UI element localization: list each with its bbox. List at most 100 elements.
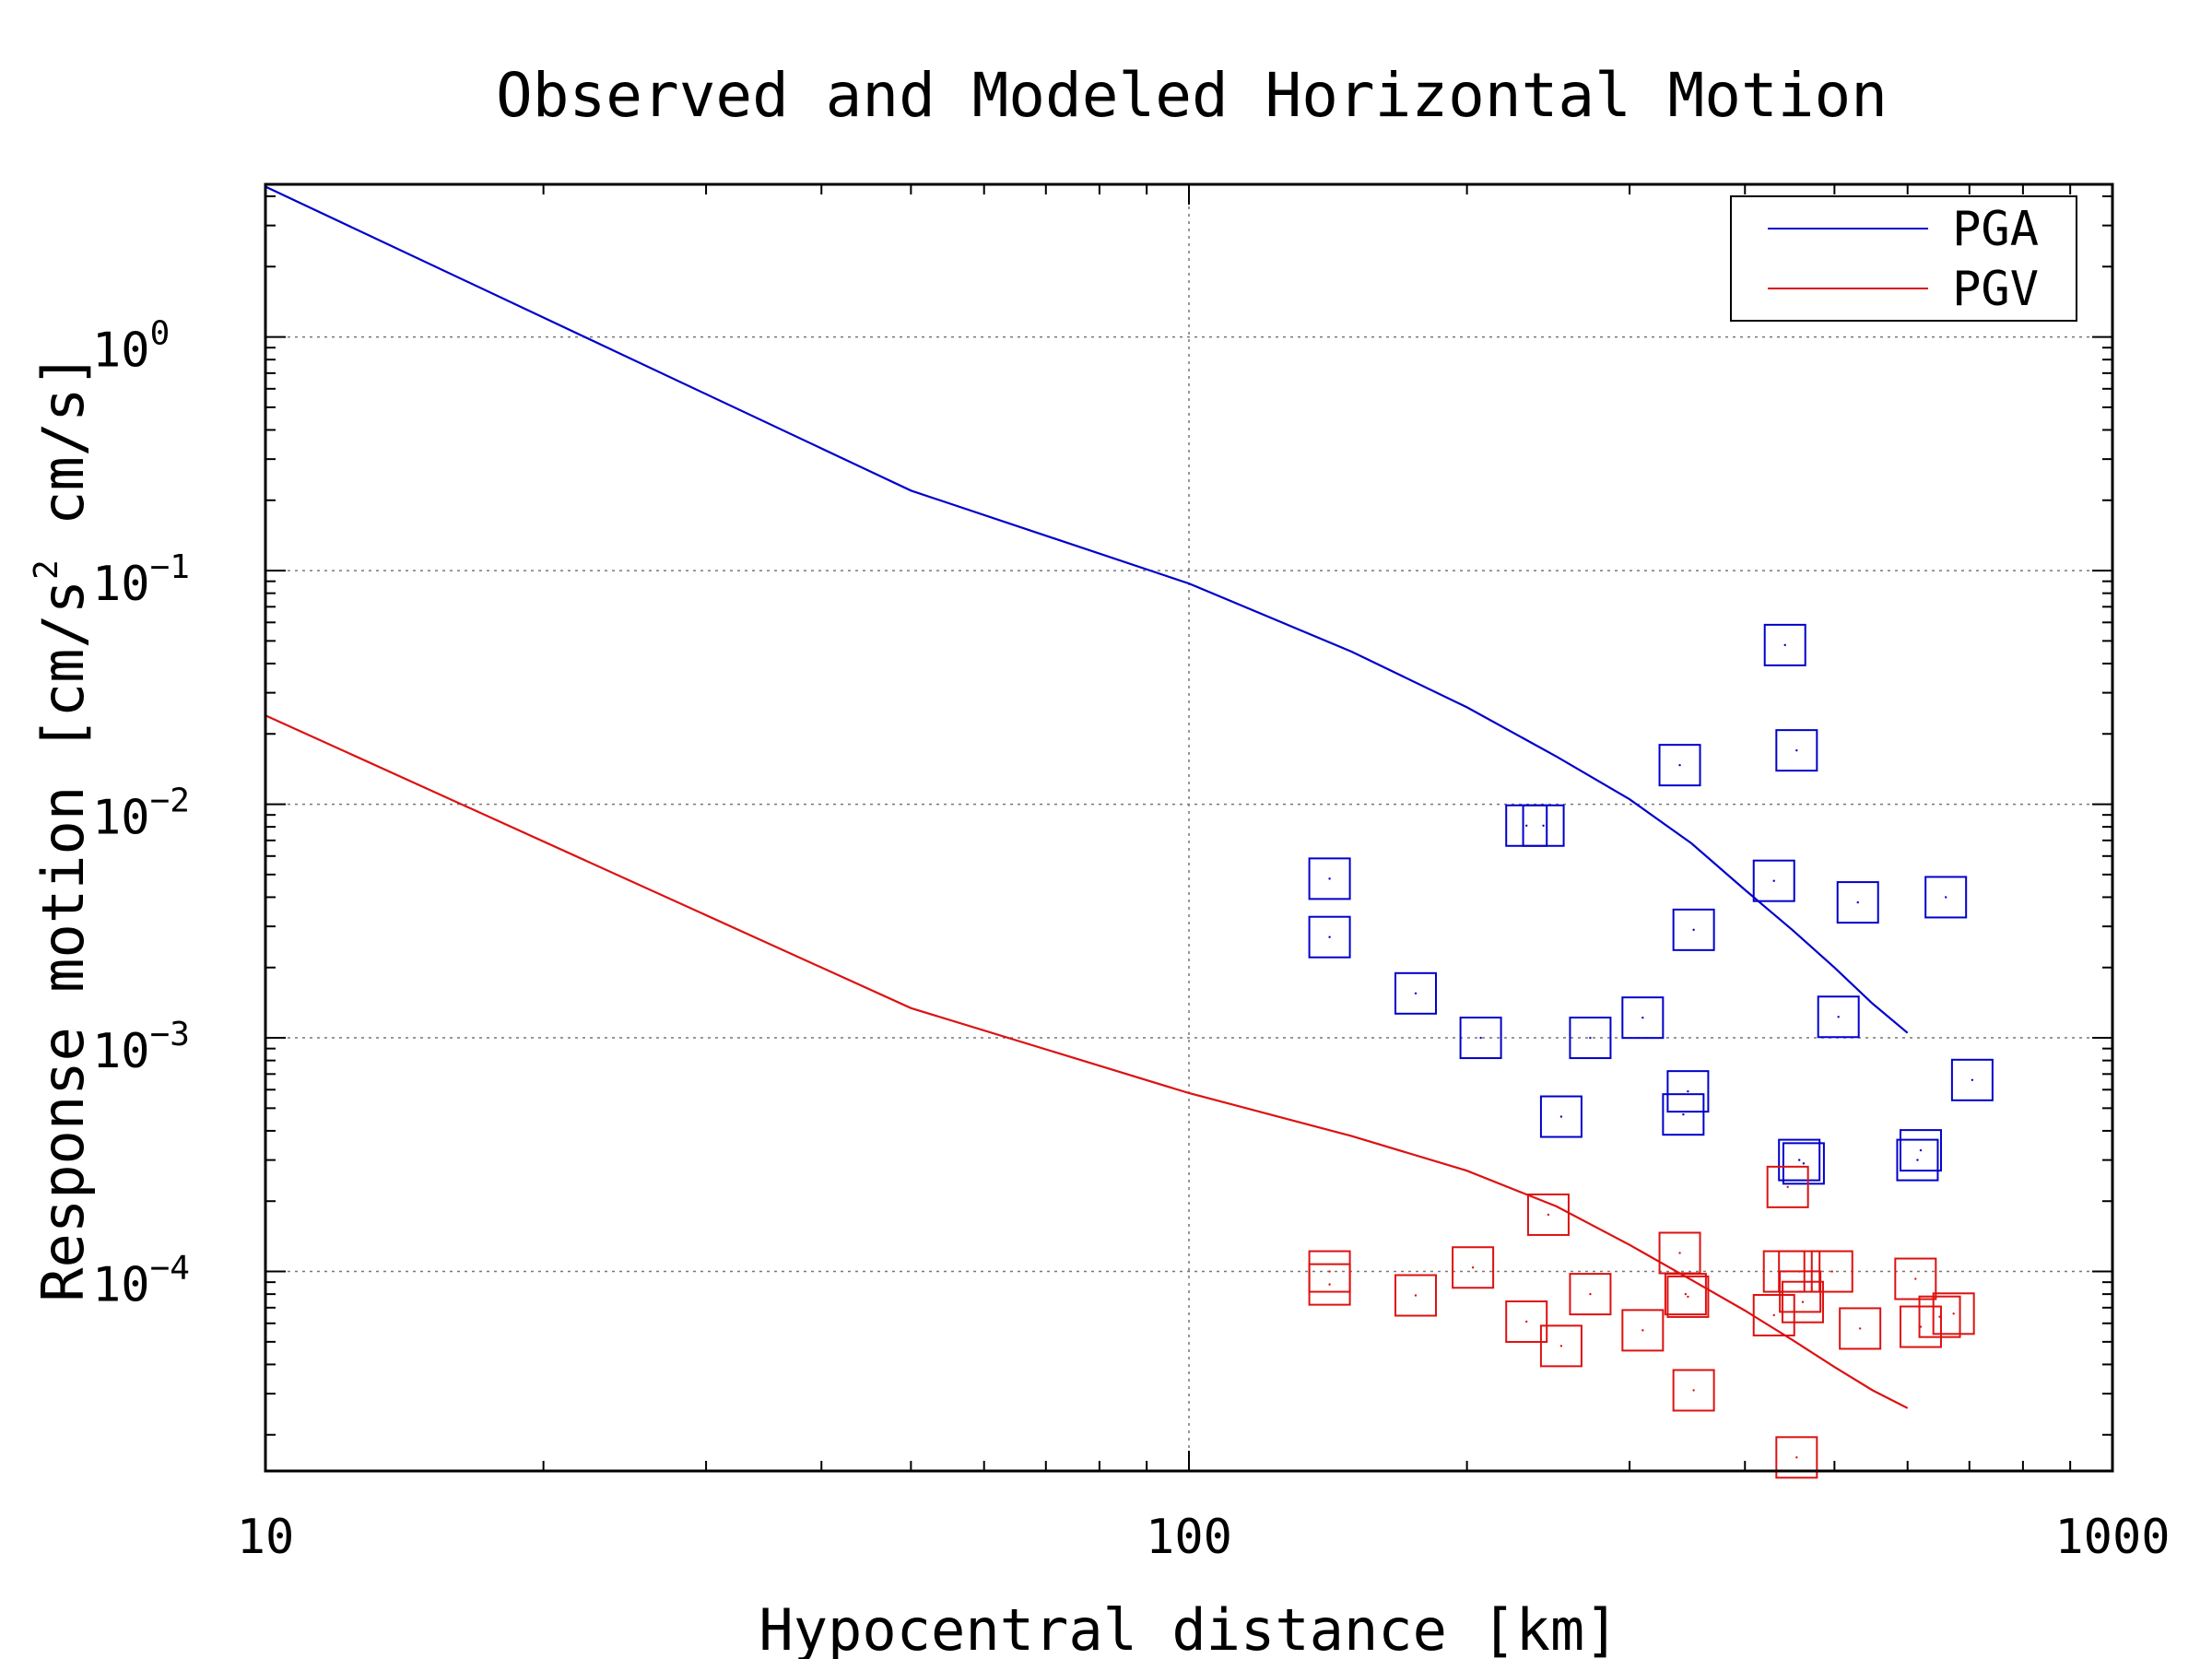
observed-pgv-marker <box>1505 1300 1548 1343</box>
observed-pga-point <box>1916 1159 1919 1161</box>
observed-pga-point <box>1802 1162 1806 1165</box>
observed-pgv-point <box>1952 1312 1955 1315</box>
observed-pgv-point <box>1692 1389 1695 1392</box>
observed-pgv-marker <box>1526 1193 1570 1236</box>
y-tick-base: 10 <box>92 1258 150 1313</box>
y-tick-exponent: −1 <box>150 548 190 586</box>
y-tick-label: 10−4 <box>92 1250 190 1313</box>
observed-pga-marker <box>1924 876 1968 919</box>
y-axis-label: Response motion [cm/s2 cm/s] <box>28 353 97 1302</box>
observed-pga-marker <box>1308 857 1351 900</box>
observed-pga-point <box>1837 1016 1840 1018</box>
y-tick-label: 10−3 <box>92 1016 190 1079</box>
observed-pga-marker <box>1775 729 1818 772</box>
observed-pga-point <box>1944 896 1947 899</box>
observed-pga-point <box>1559 1115 1563 1118</box>
plot-area <box>264 182 2114 1479</box>
observed-pga-marker <box>1763 623 1806 666</box>
observed-pgv-point <box>1471 1266 1475 1269</box>
observed-pga-point <box>1919 1148 1923 1152</box>
observed-pgv-marker <box>1308 1263 1351 1306</box>
observed-pgv-point <box>1678 1252 1681 1254</box>
y-tick-label: 100 <box>92 315 170 379</box>
y-tick-label: 10−1 <box>92 548 190 612</box>
legend-pgv-label: PGV <box>1952 262 2039 317</box>
legend-box <box>1730 195 2077 322</box>
observed-pga-point <box>1772 879 1775 882</box>
observed-pgv-point <box>1589 1292 1592 1296</box>
observed-pgv-point <box>1525 1320 1528 1324</box>
observed-pgv-point <box>1687 1295 1689 1299</box>
observed-pga-marker <box>1308 915 1351 959</box>
observed-pga-marker <box>1778 1138 1821 1182</box>
observed-pga-point <box>1682 1112 1685 1116</box>
observed-pgv-point <box>1641 1329 1644 1332</box>
observed-pga-point <box>1856 900 1859 904</box>
y-axis-label-exponent: 2 <box>28 559 65 580</box>
observed-pga-point <box>1678 763 1681 767</box>
y-tick-base: 10 <box>92 791 150 846</box>
observed-pga-point <box>1525 824 1528 827</box>
observed-pgv-point <box>1801 1300 1805 1303</box>
observed-pgv-marker <box>1752 1293 1795 1336</box>
observed-pga-marker <box>1899 1129 1942 1172</box>
y-tick-base: 10 <box>92 324 150 379</box>
observed-pgv-point <box>1559 1345 1563 1347</box>
legend: PGA PGV <box>1730 195 2077 322</box>
observed-pgv-point <box>1328 1283 1331 1286</box>
y-tick-exponent: −4 <box>150 1250 190 1288</box>
observed-pgv-marker <box>1932 1292 1975 1335</box>
observed-pga-point <box>1795 748 1798 752</box>
observed-pga-marker <box>1459 1017 1502 1060</box>
plot-frame <box>264 182 2114 1473</box>
series <box>265 185 1909 1409</box>
observed-pgv-marker <box>1666 1275 1710 1318</box>
observed-pga-marker <box>1522 804 1565 847</box>
observed-pgv-marker <box>1452 1246 1495 1289</box>
observed-pgv-point <box>1547 1213 1550 1217</box>
y-axis-label-main: Response motion [cm/s <box>29 580 97 1302</box>
y-axis-label-gap <box>29 525 97 559</box>
y-tick-exponent: −2 <box>150 782 190 820</box>
observed-pga-marker <box>1752 859 1795 902</box>
x-tick-label: 100 <box>1146 1510 1232 1565</box>
observed-pgv-marker <box>1894 1257 1937 1300</box>
observed-pga-marker <box>1836 881 1879 924</box>
observed-pga-point <box>1328 877 1331 880</box>
observed-pgv-point <box>1938 1315 1941 1318</box>
observed-pgv-point <box>1414 1294 1418 1297</box>
observed-pgv-marker <box>1918 1295 1961 1338</box>
observed-pgv-marker <box>1569 1273 1612 1316</box>
x-axis-label: Hypocentral distance [km] <box>759 1596 1618 1659</box>
observed-pgv-marker <box>1775 1436 1818 1479</box>
observed-pga-marker <box>1817 995 1860 1039</box>
observed-pga-point <box>1479 1036 1482 1040</box>
observed-pgv-marker <box>1394 1274 1438 1317</box>
observed-pga-marker <box>1394 971 1438 1015</box>
observed-pga-point <box>1687 1089 1689 1093</box>
observed-pga-marker <box>1950 1058 1994 1101</box>
observed-pga-marker <box>1672 908 1715 951</box>
chart-title: Observed and Modeled Horizontal Motion <box>496 60 1888 131</box>
observed-pga-marker <box>1782 1142 1825 1185</box>
grid <box>265 184 2112 1471</box>
observed-pgv-marker <box>1539 1324 1583 1368</box>
x-tick-label: 1000 <box>2054 1510 2170 1565</box>
observed-pgv-point <box>1772 1313 1775 1317</box>
observed-pga-marker <box>1658 744 1701 787</box>
observed-pga-marker <box>1662 1093 1705 1136</box>
observed-pgv-marker <box>1762 1250 1806 1293</box>
observed-pgv-marker <box>1621 1309 1665 1352</box>
series-line-pgv <box>265 714 1909 1409</box>
y-tick-base: 10 <box>92 557 150 612</box>
observed-pgv-marker <box>1664 1273 1707 1316</box>
observed-pga-marker <box>1621 996 1665 1040</box>
observed-pga-point <box>1783 643 1786 647</box>
y-tick-label: 10−2 <box>92 782 190 846</box>
y-tick-exponent: 0 <box>150 315 171 353</box>
observed-pga-point <box>1692 928 1695 932</box>
x-tick-labels: 10 100 1000 <box>237 1510 2171 1565</box>
observed-pga-point <box>1414 992 1418 995</box>
